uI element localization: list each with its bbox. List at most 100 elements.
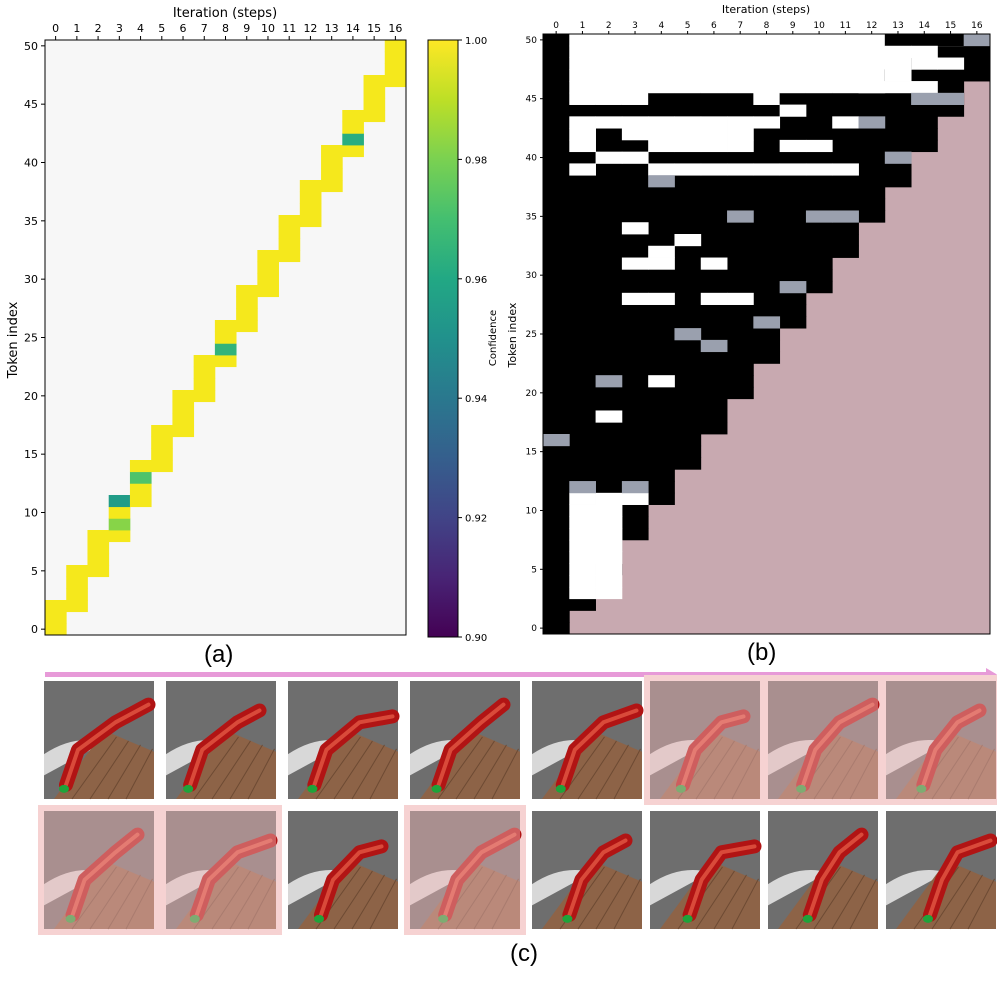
state-cell (753, 128, 781, 141)
state-cell (569, 434, 596, 447)
state-cell (543, 175, 570, 188)
table-grain (71, 866, 117, 930)
table-grain (813, 870, 853, 930)
state-cell (753, 234, 781, 247)
state-cell (832, 222, 859, 235)
state-cell (753, 92, 781, 105)
state-cell (595, 316, 623, 329)
table-grain (473, 874, 507, 930)
state-cell (569, 528, 596, 541)
state-cell (543, 422, 570, 435)
heat-cell (172, 425, 195, 438)
frame-floor (886, 869, 947, 906)
heat-cell (384, 40, 407, 53)
state-cell (595, 457, 623, 470)
table-grain (89, 740, 129, 800)
green-object (802, 914, 813, 923)
colorbar-tick-label: 0.98 (465, 155, 487, 166)
state-cell (569, 563, 596, 576)
state-cell (753, 81, 781, 94)
table-grain (247, 878, 275, 930)
x-tick-label: 15 (367, 22, 381, 35)
heat-cell (321, 145, 343, 158)
x-tick-label: 6 (180, 22, 187, 35)
label-b: (b) (747, 639, 777, 666)
state-cell (753, 198, 781, 211)
y-tick-label: 40 (526, 154, 538, 164)
state-cell (648, 104, 675, 117)
x-tick-label: 7 (737, 21, 743, 31)
frame-tint (410, 811, 520, 929)
state-cell (700, 375, 728, 388)
state-cell (805, 34, 833, 47)
state-cell (832, 45, 859, 58)
heat-cell (151, 425, 173, 438)
state-cell (779, 304, 807, 317)
table-grain (211, 740, 251, 800)
state-cell (648, 222, 675, 235)
filmstrip (38, 675, 997, 935)
state-cell (753, 116, 781, 129)
state-cell (648, 281, 675, 294)
state-cell (569, 469, 596, 482)
heat-cell (129, 483, 152, 496)
sim-frame (650, 811, 762, 930)
state-cell (543, 128, 570, 141)
table-grain (949, 874, 983, 930)
table-grain (491, 878, 519, 930)
state-cell (569, 422, 596, 435)
frame-table (176, 730, 276, 799)
state-cell (569, 410, 596, 423)
x-tick-label: 2 (95, 22, 102, 35)
green-object (682, 914, 693, 923)
state-cell (621, 151, 649, 164)
state-cell (569, 504, 596, 517)
state-cell (779, 139, 807, 153)
x-tick-label: 13 (325, 22, 339, 35)
state-cell (832, 92, 859, 105)
state-cell (674, 116, 702, 129)
state-cell (805, 175, 833, 188)
state-cell (937, 92, 965, 105)
state-cell (911, 57, 938, 70)
state-cell (727, 104, 754, 117)
state-cell (621, 386, 649, 400)
state-cell (674, 186, 702, 200)
table-grain (473, 744, 507, 800)
state-cell (727, 69, 754, 82)
robot-arm-highlight (64, 702, 151, 787)
state-cell (674, 34, 702, 47)
green-object (923, 914, 933, 923)
state-cell (543, 104, 570, 117)
state-cell (621, 163, 649, 176)
state-cell (805, 139, 833, 153)
state-cell (621, 363, 649, 376)
state-cell (700, 398, 728, 411)
state-cell (621, 175, 649, 188)
state-cell (674, 422, 702, 435)
state-cell (700, 81, 728, 94)
state-cell (569, 104, 596, 117)
frame-table (896, 860, 996, 929)
state-cell (543, 375, 570, 388)
state-cell (700, 175, 728, 188)
state-cell (621, 234, 649, 247)
state-cell (569, 316, 596, 329)
state-cell (674, 222, 702, 235)
state-cell (648, 257, 675, 270)
state-cell (595, 234, 623, 247)
heat-cell (108, 506, 131, 519)
state-cell (543, 351, 570, 364)
heat-cell (363, 98, 386, 111)
heat-cell (193, 355, 216, 368)
heat-cell (363, 110, 386, 123)
state-cell (648, 245, 675, 258)
heat-cell (108, 495, 131, 508)
state-cell (543, 34, 570, 47)
y-tick-label: 5 (531, 565, 537, 575)
colorbar-gradient (427, 39, 459, 638)
state-cell (648, 386, 675, 400)
state-cell (674, 445, 702, 458)
state-cell (858, 57, 886, 70)
state-cell (779, 257, 807, 270)
